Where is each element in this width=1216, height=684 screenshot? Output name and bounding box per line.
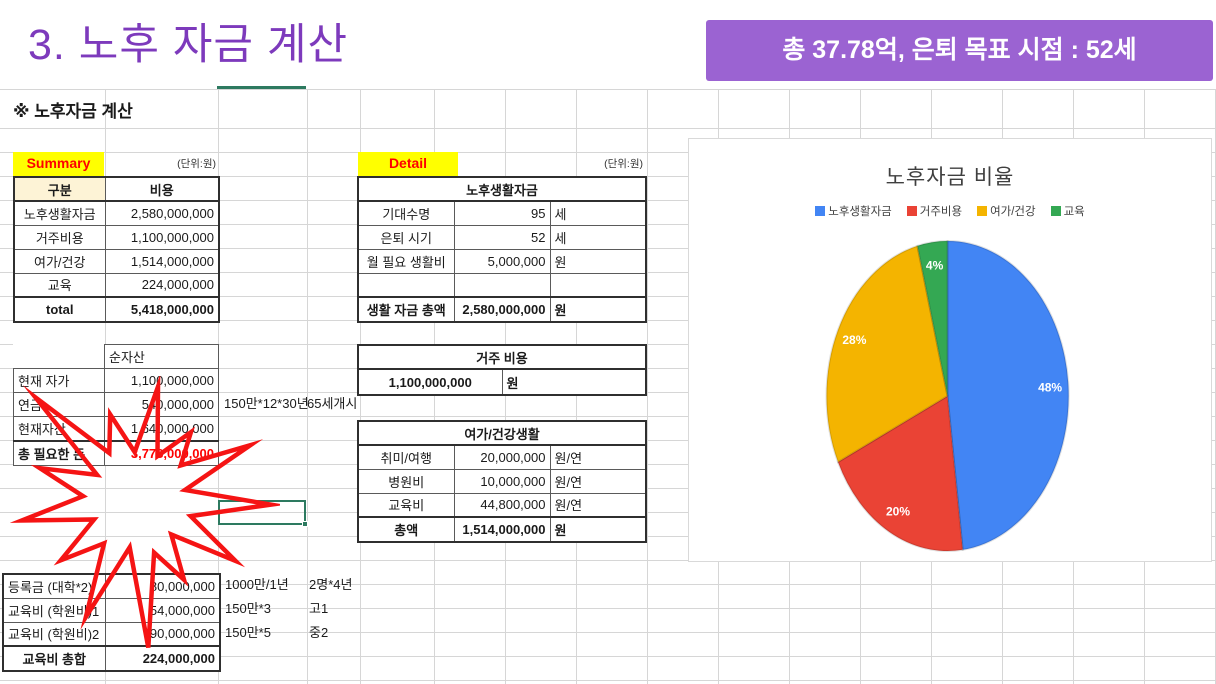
pie-chart[interactable]: 48% 20% 28% 4%	[689, 229, 1211, 559]
table-row[interactable]: 등록금 (대학*2) 80,000,000	[2, 573, 221, 599]
table-row-blank[interactable]	[357, 272, 647, 298]
table-row-total[interactable]: 총액 1,514,000,000 원	[357, 516, 647, 543]
table-row[interactable]: 구분 비용	[13, 176, 220, 202]
leisure-health-table[interactable]: 여가/건강생활 취미/여행 20,000,000 원/연 병원비 10,000,…	[357, 420, 647, 543]
legend-swatch-icon	[977, 206, 988, 216]
table-row[interactable]: 교육비 (학원비)1 54,000,000	[2, 597, 221, 623]
summary-tag: Summary	[13, 152, 104, 176]
summary-unit-note: (단위:원)	[177, 158, 216, 170]
net-assets-table[interactable]: 순자산 현재 자가 1,100,000,000 연금 540,000,000 현…	[13, 344, 219, 466]
pension-note-2: 65세개시	[307, 396, 358, 411]
edu-note: 중2	[309, 625, 329, 640]
pie-chart-panel[interactable]: 노후자금 비율 노후생활자금 거주비용 여가/건강 교육 48% 20% 28% 4%	[688, 138, 1212, 562]
table-row[interactable]: 연금 540,000,000	[13, 392, 219, 417]
table-header[interactable]: 노후생활자금	[357, 176, 647, 202]
page-title: 3. 노후 자금 계산	[28, 21, 349, 69]
edu-note: 2명*4년	[309, 577, 353, 592]
table-row[interactable]: 은퇴 시기 52 세	[357, 224, 647, 250]
edu-note: 1000만/1년	[225, 577, 289, 592]
pie-slice-label: 20%	[886, 505, 910, 519]
pie-slice[interactable]	[916, 239, 949, 397]
housing-cost-table[interactable]: 거주 비용 1,100,000,000 원	[357, 344, 647, 396]
legend-swatch-icon	[906, 206, 917, 216]
table-row-total[interactable]: 교육비 총합 224,000,000	[2, 645, 221, 672]
table-row[interactable]: 현재 자가 1,100,000,000	[13, 368, 219, 393]
edu-note: 고1	[309, 601, 329, 616]
pie-slice-label: 28%	[842, 333, 866, 347]
table-header[interactable]: 여가/건강생활	[357, 420, 647, 446]
table-row[interactable]: 병원비 10,000,000 원/연	[357, 468, 647, 494]
detail-unit-note: (단위:원)	[604, 158, 643, 170]
edu-note: 150만*3	[225, 601, 271, 616]
legend-item[interactable]: 거주비용	[906, 203, 962, 219]
pension-note-1: 150만*12*30년	[224, 396, 309, 411]
table-row[interactable]: 교육비 (학원비)2 90,000,000	[2, 621, 221, 647]
table-row[interactable]: 거주비용 1,100,000,000	[13, 224, 220, 250]
chart-legend: 노후생활자금 거주비용 여가/건강 교육	[689, 203, 1211, 219]
legend-swatch-icon	[815, 206, 826, 216]
table-row[interactable]: 교육 224,000,000	[13, 272, 220, 298]
pie-slice[interactable]	[946, 239, 1070, 551]
sheet-heading: ※ 노후자금 계산	[13, 102, 133, 121]
pie-slice-label: 4%	[926, 258, 944, 272]
table-row[interactable]: 기대수명 95 세	[357, 200, 647, 226]
table-row[interactable]: 노후생활자금 2,580,000,000	[13, 200, 220, 226]
table-row-total-needed[interactable]: 총 필요한 돈 3,778,000,000	[13, 439, 219, 466]
selected-cell[interactable]	[218, 500, 308, 527]
table-row[interactable]: 순자산	[14, 344, 219, 369]
selection-edge-indicator	[217, 86, 306, 89]
table-row[interactable]: 현재자산 1,640,000,000	[13, 416, 219, 441]
summary-badge: 총 37.78억, 은퇴 목표 시점 : 52세	[706, 20, 1213, 81]
table-row[interactable]: 취미/여행 20,000,000 원/연	[357, 444, 647, 470]
pie-slice[interactable]	[825, 244, 949, 464]
table-row-total[interactable]: total 5,418,000,000	[13, 296, 220, 323]
legend-item[interactable]: 여가/건강	[977, 203, 1036, 219]
fill-handle[interactable]	[302, 521, 308, 527]
table-row-total[interactable]: 생활 자금 총액 2,580,000,000 원	[357, 296, 647, 323]
table-row[interactable]: 1,100,000,000 원	[357, 368, 647, 396]
life-funds-table[interactable]: 노후생활자금 기대수명 95 세 은퇴 시기 52 세 월 필요 생활비 5,0…	[357, 176, 647, 323]
chart-title: 노후자금 비율	[885, 166, 1015, 189]
detail-tag: Detail	[358, 152, 458, 176]
legend-item[interactable]: 교육	[1050, 203, 1085, 219]
table-header[interactable]: 거주 비용	[357, 344, 647, 370]
table-row[interactable]: 교육비 44,800,000 원/연	[357, 492, 647, 518]
pie-slice[interactable]	[836, 394, 964, 553]
legend-swatch-icon	[1050, 206, 1061, 216]
edu-note: 150만*5	[225, 625, 271, 640]
legend-item[interactable]: 노후생활자금	[815, 203, 892, 219]
table-row[interactable]: 월 필요 생활비 5,000,000 원	[357, 248, 647, 274]
education-table[interactable]: 등록금 (대학*2) 80,000,000 교육비 (학원비)1 54,000,…	[2, 573, 221, 672]
table-row[interactable]: 여가/건강 1,514,000,000	[13, 248, 220, 274]
pie-slice-label: 48%	[1038, 381, 1062, 395]
summary-table[interactable]: 구분 비용 노후생활자금 2,580,000,000 거주비용 1,100,00…	[13, 176, 220, 323]
